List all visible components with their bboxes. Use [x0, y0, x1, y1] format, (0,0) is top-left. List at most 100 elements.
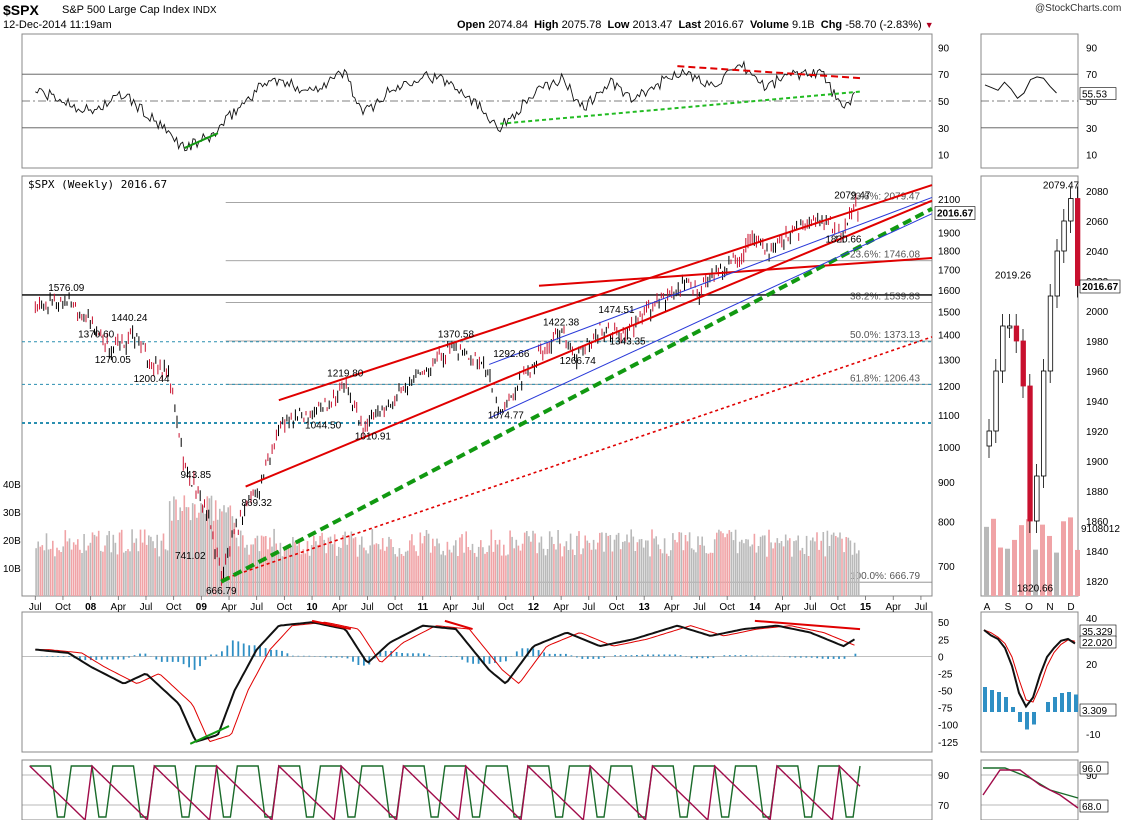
volume-bar [235, 537, 238, 596]
daily-candle [1054, 250, 1060, 297]
volume-bar [778, 543, 781, 596]
macd-histogram-bar [477, 656, 480, 664]
chart-description: S&P 500 Large Cap Index INDX [62, 4, 217, 16]
macd-histogram-bar [106, 656, 109, 660]
volume-bar [457, 556, 459, 596]
volume-bar [150, 536, 152, 596]
macd-histogram-bar [761, 655, 764, 657]
x-tick-label: Oct [166, 602, 182, 613]
volume-bar [780, 541, 783, 596]
daily-macd-tick-label: -10 [1086, 730, 1101, 741]
daily-low-label: 1820.66 [1017, 584, 1054, 595]
panel-frame [21, 759, 933, 820]
volume-bar [701, 536, 703, 596]
volume-bar [292, 537, 294, 596]
volume-bar [826, 530, 829, 596]
volume-bar [37, 541, 39, 596]
volume-bar [544, 555, 547, 596]
daily-candle [1034, 475, 1040, 522]
volume-bar [822, 532, 825, 596]
volume-bar [455, 540, 457, 596]
volume-bar [494, 540, 497, 596]
volume-bar [406, 550, 409, 596]
macd-histogram-bar [756, 655, 758, 657]
volume-bar [154, 548, 156, 596]
macd-histogram-bar [111, 656, 114, 660]
macd-histogram-bar [723, 655, 726, 657]
volume-bar [774, 542, 776, 596]
osc-green-line [29, 765, 861, 818]
macd-histogram-bar [625, 655, 627, 657]
volume-bar [628, 542, 630, 596]
volume-bar [93, 534, 96, 596]
volume-bar [837, 537, 839, 596]
volume-bar [528, 536, 530, 596]
open-value: 2074.84 [488, 19, 528, 31]
volume-bar [388, 536, 390, 596]
volume-bar [632, 536, 635, 596]
x-tick-label: Apr [332, 602, 348, 613]
macd-histogram-bar [406, 653, 409, 657]
daily-price-tick-label: 1980 [1086, 337, 1109, 348]
osc-value-box [1079, 799, 1109, 813]
macd-histogram-bar [597, 656, 600, 659]
volume-bar [281, 556, 284, 596]
volume-bar [657, 544, 660, 596]
volume-bar [488, 545, 490, 596]
volume-bar [304, 553, 307, 596]
volume-bar [665, 553, 668, 596]
volume-bar [492, 551, 495, 596]
volume-bar [442, 550, 444, 596]
x-tick-label: Apr [664, 602, 680, 613]
volume-bar [776, 538, 779, 596]
volume-bar [60, 552, 62, 596]
volume-bar [223, 505, 225, 596]
macd-histogram-bar [767, 655, 769, 657]
volume-bar [306, 541, 309, 596]
volume-bar [799, 550, 802, 596]
volume-bar [672, 533, 674, 596]
volume-bar [315, 541, 317, 596]
volume-bar [540, 536, 543, 596]
volume-bar [601, 532, 603, 596]
volume-bar [45, 533, 48, 596]
volume-bar [647, 540, 649, 596]
price-tick-label: 1400 [938, 331, 961, 342]
volume-bar [751, 544, 754, 596]
volume-bar [112, 534, 115, 596]
daily-macd-histogram-bar [1053, 697, 1057, 712]
volume-bar [688, 532, 691, 596]
macd-histogram-bar [816, 656, 819, 659]
daily-last-price-value: 2016.67 [1082, 282, 1119, 293]
macd-signal-line [35, 621, 855, 743]
volume-bar [123, 552, 125, 596]
macd-histogram-bar [117, 656, 119, 660]
macd-histogram-bar [821, 656, 824, 659]
volume-bar [384, 550, 386, 596]
macd-histogram-bar [641, 654, 644, 657]
volume-bar [168, 501, 171, 596]
high-value: 2075.78 [561, 19, 602, 31]
daily-rsi-tick-label: 10 [1086, 151, 1098, 162]
volume-bar [221, 511, 223, 596]
x-tick-label: Jul [472, 602, 485, 613]
daily-osc-green-line [983, 767, 1079, 799]
volume-bar [461, 534, 463, 596]
volume-bar [695, 552, 697, 596]
x-tick-label: 12 [528, 602, 540, 613]
volume-bar [275, 543, 277, 596]
volume-bar [766, 556, 768, 596]
macd-histogram-bar [346, 656, 349, 659]
volume-bar [770, 542, 772, 596]
volume-bar [348, 535, 351, 596]
daily-x-tick-label: A [984, 602, 991, 613]
fib-level-label: 38.2%: 1539.83 [850, 292, 920, 303]
price-tick-label: 1600 [938, 286, 961, 297]
volume-bar [509, 530, 511, 596]
volume-bar [812, 537, 814, 596]
volume-bar [803, 554, 806, 596]
macd-histogram-bar [548, 653, 551, 657]
volume-bar [722, 533, 724, 596]
volume-bar [805, 535, 808, 596]
price-annotation: 1292.66 [493, 349, 530, 360]
